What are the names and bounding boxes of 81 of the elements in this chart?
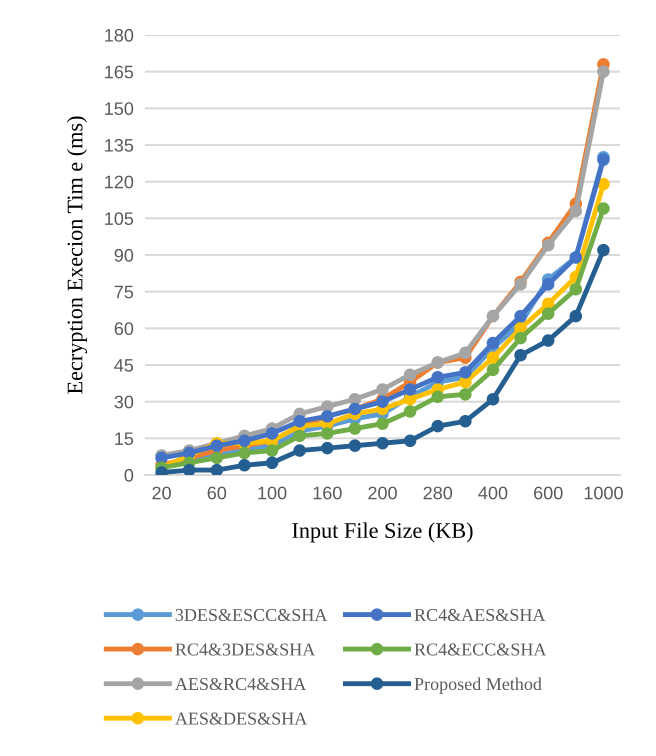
y-tick-label: 180 — [105, 28, 134, 42]
point — [404, 383, 416, 396]
y-tick-label: 60 — [114, 322, 134, 336]
x-tick-label: 100 — [258, 486, 286, 500]
point — [514, 348, 527, 362]
point — [348, 439, 362, 452]
point — [459, 414, 472, 428]
point — [404, 434, 416, 448]
x-axis-title: Input File Size (KB) — [292, 522, 473, 543]
point — [376, 417, 389, 430]
point — [431, 390, 444, 404]
point — [486, 351, 500, 364]
point — [348, 422, 362, 435]
point — [542, 307, 554, 320]
y-tick-label: 0 — [124, 468, 134, 482]
point — [210, 439, 224, 452]
point — [321, 427, 334, 440]
x-tick-label: 60 — [208, 486, 226, 500]
point — [293, 414, 306, 428]
point — [238, 458, 251, 472]
point — [597, 153, 610, 166]
point — [597, 244, 610, 256]
point — [570, 204, 582, 218]
y-tick-label: 30 — [114, 396, 134, 408]
point — [459, 366, 472, 379]
point — [542, 334, 554, 347]
point — [431, 420, 444, 432]
point — [376, 395, 389, 408]
point — [459, 346, 472, 360]
point — [542, 278, 554, 291]
point — [404, 405, 416, 418]
x-tick-label: 20 — [152, 486, 171, 500]
y-tick-label: 75 — [114, 286, 134, 298]
x-tick-label: 200 — [368, 486, 397, 500]
legend-label: 3DES&ESCC&SHA — [176, 608, 328, 622]
legend-label: RC4&AES&SHA — [414, 608, 546, 622]
point — [431, 370, 444, 384]
y-tick-label: 90 — [114, 248, 134, 262]
y-tick-label: 105 — [105, 212, 134, 226]
point — [486, 392, 500, 406]
x-tick-label: 600 — [534, 486, 563, 500]
point — [266, 456, 278, 470]
point — [459, 388, 472, 401]
point — [376, 383, 389, 396]
point — [238, 446, 251, 460]
point — [570, 310, 582, 322]
x-tick-label: 1000 — [584, 486, 623, 500]
y-axis-title: Eecryption Execion Tim e (ms) — [66, 116, 88, 394]
y-tick-label: 150 — [105, 102, 134, 116]
point — [486, 364, 500, 376]
point — [597, 178, 610, 190]
point — [597, 65, 610, 78]
point — [404, 368, 416, 382]
legend-label: AES&RC4&SHA — [175, 678, 306, 690]
point — [293, 430, 306, 442]
legend-label: RC4&3DES&SHA — [175, 643, 316, 656]
point — [514, 278, 527, 291]
point — [293, 444, 306, 457]
x-tick-label: 160 — [314, 486, 342, 500]
y-tick-label: 165 — [105, 66, 134, 78]
y-tick-label: 120 — [105, 176, 134, 188]
point — [266, 427, 278, 440]
point — [210, 464, 224, 475]
legend-label: AES&DES&SHA — [175, 712, 308, 725]
point — [514, 310, 527, 322]
point — [514, 332, 527, 344]
x-tick-label: 280 — [424, 486, 452, 500]
point — [570, 282, 582, 296]
legend-label: RC4&ECC&SHA — [414, 643, 546, 656]
y-tick-label: 135 — [105, 138, 134, 152]
legend-label: Proposed Method — [414, 677, 542, 694]
y-tick-label: 15 — [115, 432, 134, 446]
point — [376, 436, 389, 450]
point — [182, 464, 196, 475]
y-tick-label: 45 — [114, 359, 134, 372]
point — [266, 444, 278, 457]
point — [597, 202, 610, 215]
point — [486, 336, 500, 350]
point — [210, 452, 224, 464]
point — [321, 442, 334, 454]
x-tick-label: 400 — [478, 486, 508, 500]
